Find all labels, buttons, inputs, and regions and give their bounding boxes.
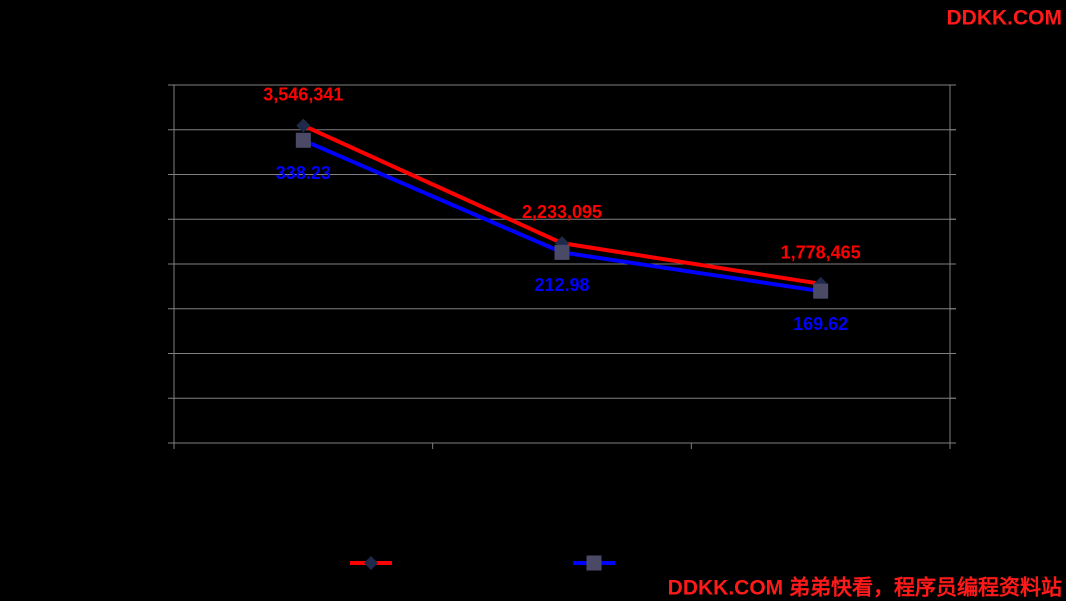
watermark: DDKK.COM 弟弟快看，程序员编程资料站	[668, 576, 1062, 600]
y-tick-label: 2500000	[113, 211, 160, 225]
legend-marker	[364, 556, 378, 570]
data-label: 3,546,341	[263, 84, 343, 104]
y-tick-label: 3000000	[113, 167, 160, 181]
y2-tick-label: 150	[960, 301, 980, 315]
watermark: DDKK.COM	[947, 7, 1063, 30]
y-tick-label: 1500000	[113, 301, 160, 315]
y2-tick-label: 0	[960, 435, 967, 449]
marker	[554, 244, 570, 260]
y-tick-label: 3500000	[113, 122, 160, 136]
data-label: 212.98	[534, 275, 589, 295]
legend-marker	[586, 555, 602, 571]
y2-tick-label: 250	[960, 211, 980, 225]
data-label: 2,233,095	[522, 202, 602, 222]
y-tick-label: 500000	[120, 390, 160, 404]
y2-tick-label: 300	[960, 167, 980, 181]
y-tick-label: 4000000	[113, 77, 160, 91]
marker	[813, 283, 829, 299]
y2-tick-label: 350	[960, 122, 980, 136]
y2-tick-label: 100	[960, 346, 980, 360]
y2-tick-label: 200	[960, 256, 980, 270]
data-label: 1,778,465	[781, 243, 861, 263]
y-tick-label: 1000000	[113, 346, 160, 360]
y-tick-label: 0	[153, 435, 160, 449]
data-label: 338.23	[276, 163, 331, 183]
marker	[295, 132, 311, 148]
marker	[296, 118, 311, 133]
data-label: 169.62	[793, 314, 848, 334]
y2-tick-label: 400	[960, 77, 980, 91]
y-tick-label: 2000000	[113, 256, 160, 270]
y2-tick-label: 50	[960, 390, 974, 404]
